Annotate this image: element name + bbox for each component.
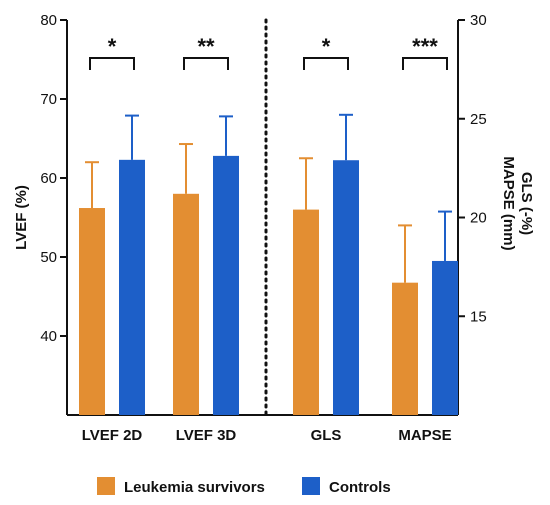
- left-tick-label: 70: [40, 91, 57, 108]
- bars: [79, 155, 458, 415]
- left-tick-label: 40: [40, 328, 57, 345]
- significance-bracket: [183, 57, 229, 70]
- x-tick-label: GLS: [311, 427, 342, 444]
- significance-markers: * ** * ***: [89, 34, 448, 70]
- left-tick-label: 50: [40, 249, 57, 266]
- bar: [119, 159, 145, 415]
- right-axis-title-line: GLS (-%): [518, 172, 535, 235]
- right-axis-title-line: MAPSE (mm): [500, 156, 517, 250]
- bar: [79, 208, 105, 415]
- legend-label: Leukemia survivors: [124, 479, 265, 496]
- significance-label: **: [197, 34, 215, 59]
- bar: [213, 155, 239, 415]
- significance-label: ***: [412, 34, 438, 59]
- error-bars: [85, 113, 452, 283]
- bar: [293, 209, 319, 415]
- significance-label: *: [108, 34, 117, 59]
- right-tick-label: 30: [470, 12, 487, 29]
- left-y-axis: 40 50 60 70 80 LVEF (%): [13, 12, 68, 415]
- legend-swatch: [97, 477, 115, 495]
- legend: Leukemia survivors Controls: [97, 477, 391, 496]
- right-y-axis: 15 20 25 30 GLS (-%)MAPSE (mm): [457, 12, 535, 415]
- left-tick-label: 60: [40, 170, 57, 187]
- bar: [432, 260, 458, 415]
- bar: [392, 282, 418, 415]
- right-tick-label: 25: [470, 111, 487, 128]
- x-tick-label: MAPSE: [398, 427, 451, 444]
- bar: [173, 193, 199, 415]
- legend-label: Controls: [329, 479, 391, 496]
- right-tick-label: 20: [470, 210, 487, 227]
- right-tick-label: 15: [470, 308, 487, 325]
- bar: [333, 160, 359, 415]
- significance-bracket: [303, 57, 349, 70]
- x-tick-label: LVEF 3D: [176, 427, 237, 444]
- significance-bracket: [402, 57, 448, 70]
- significance-label: *: [322, 34, 331, 59]
- legend-swatch: [302, 477, 320, 495]
- left-axis-title: LVEF (%): [13, 185, 30, 250]
- right-axis-title: GLS (-%)MAPSE (mm): [500, 156, 535, 250]
- x-tick-label: LVEF 2D: [82, 427, 143, 444]
- left-tick-label: 80: [40, 12, 57, 29]
- significance-bracket: [89, 57, 135, 70]
